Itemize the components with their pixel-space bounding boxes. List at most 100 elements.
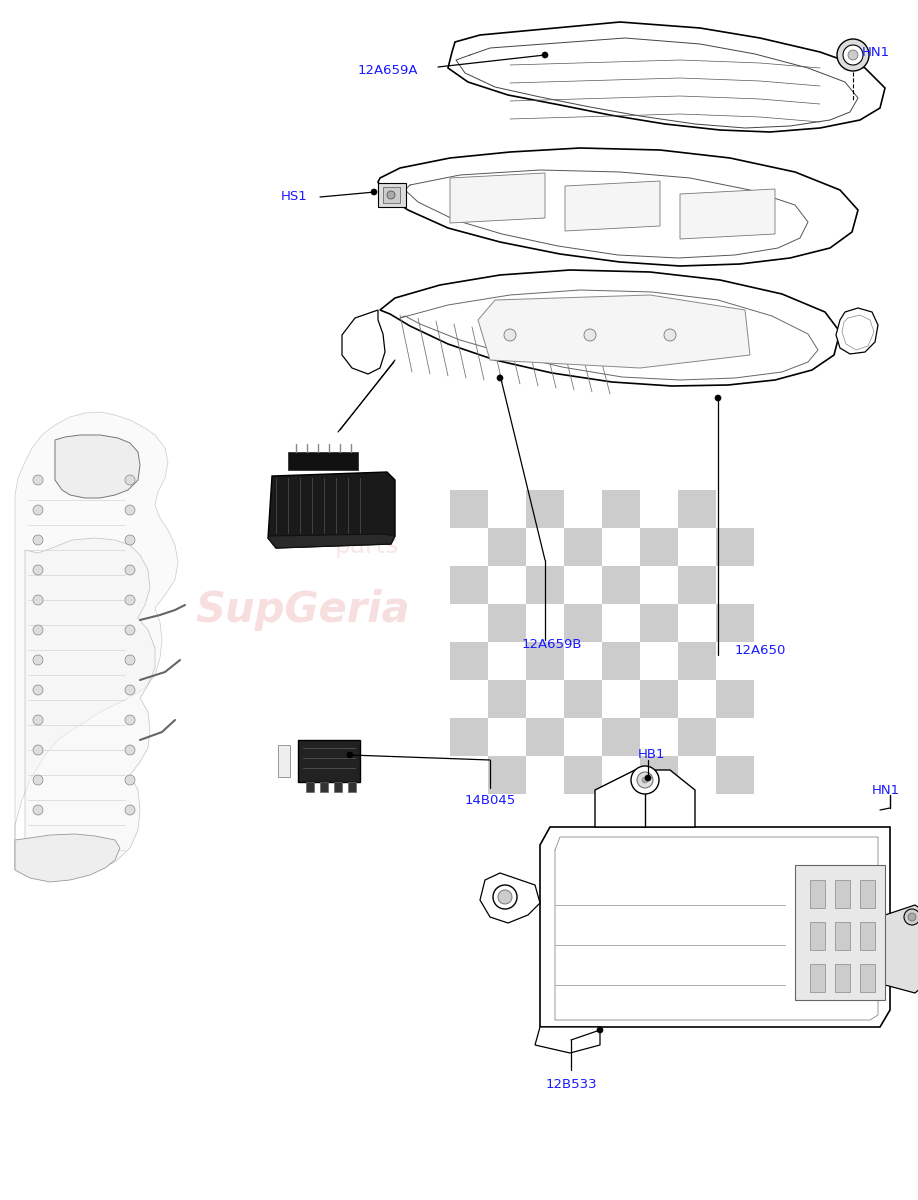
Polygon shape xyxy=(885,905,918,994)
Bar xyxy=(602,490,640,528)
Bar xyxy=(602,718,640,756)
Circle shape xyxy=(504,329,516,341)
Bar xyxy=(640,528,678,566)
Bar xyxy=(678,642,716,680)
Polygon shape xyxy=(448,22,885,132)
Circle shape xyxy=(33,715,43,725)
Circle shape xyxy=(904,910,918,925)
Text: HB1: HB1 xyxy=(638,749,666,762)
Polygon shape xyxy=(298,740,360,782)
Text: SupGeria: SupGeria xyxy=(196,588,410,631)
Polygon shape xyxy=(25,538,155,872)
Polygon shape xyxy=(450,173,545,223)
Polygon shape xyxy=(860,964,875,992)
Text: HS1: HS1 xyxy=(281,191,308,204)
Polygon shape xyxy=(278,745,290,778)
Polygon shape xyxy=(835,964,850,992)
Circle shape xyxy=(637,772,653,788)
Bar xyxy=(602,642,640,680)
Bar xyxy=(640,756,678,794)
Polygon shape xyxy=(348,782,356,792)
Bar xyxy=(602,566,640,604)
Circle shape xyxy=(33,775,43,785)
Circle shape xyxy=(715,395,721,401)
Bar xyxy=(716,528,754,566)
Bar xyxy=(450,642,488,680)
Polygon shape xyxy=(595,770,695,827)
Bar xyxy=(716,756,754,794)
Polygon shape xyxy=(55,434,140,498)
Polygon shape xyxy=(795,865,885,1000)
Circle shape xyxy=(908,913,916,922)
Polygon shape xyxy=(535,1027,600,1054)
Circle shape xyxy=(584,329,596,341)
Bar xyxy=(564,756,602,794)
Bar xyxy=(716,680,754,718)
Polygon shape xyxy=(540,827,890,1027)
Polygon shape xyxy=(378,148,858,266)
Circle shape xyxy=(33,625,43,635)
Text: 12A659B: 12A659B xyxy=(522,638,583,652)
Circle shape xyxy=(125,625,135,635)
Circle shape xyxy=(33,745,43,755)
Bar xyxy=(526,718,564,756)
Circle shape xyxy=(125,475,135,485)
Text: 12A650: 12A650 xyxy=(735,643,787,656)
Polygon shape xyxy=(565,181,660,230)
Circle shape xyxy=(848,50,858,60)
Circle shape xyxy=(125,745,135,755)
Bar xyxy=(678,490,716,528)
Bar xyxy=(450,490,488,528)
Circle shape xyxy=(497,374,503,382)
Polygon shape xyxy=(342,310,385,374)
Bar xyxy=(488,680,526,718)
Polygon shape xyxy=(860,922,875,950)
Bar xyxy=(450,566,488,604)
Text: parts: parts xyxy=(335,534,399,558)
Bar xyxy=(640,680,678,718)
Polygon shape xyxy=(478,295,750,368)
Bar xyxy=(678,718,716,756)
Polygon shape xyxy=(306,782,314,792)
Circle shape xyxy=(498,890,512,904)
Circle shape xyxy=(125,565,135,575)
Bar xyxy=(526,642,564,680)
Circle shape xyxy=(125,535,135,545)
Polygon shape xyxy=(268,534,395,548)
Bar xyxy=(488,528,526,566)
Circle shape xyxy=(125,775,135,785)
Bar xyxy=(450,718,488,756)
Polygon shape xyxy=(836,308,878,354)
Polygon shape xyxy=(835,922,850,950)
Circle shape xyxy=(493,886,517,910)
Bar xyxy=(526,566,564,604)
Polygon shape xyxy=(378,182,406,206)
Polygon shape xyxy=(680,188,775,239)
Circle shape xyxy=(33,655,43,665)
Bar xyxy=(564,528,602,566)
Bar xyxy=(526,490,564,528)
Polygon shape xyxy=(320,782,328,792)
Circle shape xyxy=(837,38,869,71)
Bar xyxy=(564,680,602,718)
Text: HN1: HN1 xyxy=(862,46,890,59)
Bar xyxy=(678,566,716,604)
Circle shape xyxy=(33,505,43,515)
Polygon shape xyxy=(835,880,850,908)
Text: 12B533: 12B533 xyxy=(545,1079,597,1092)
Circle shape xyxy=(125,805,135,815)
Circle shape xyxy=(33,595,43,605)
Polygon shape xyxy=(268,472,395,548)
Bar xyxy=(640,604,678,642)
Circle shape xyxy=(542,52,548,58)
Circle shape xyxy=(125,595,135,605)
Polygon shape xyxy=(860,880,875,908)
Circle shape xyxy=(642,778,648,782)
Polygon shape xyxy=(383,187,400,203)
Circle shape xyxy=(597,1027,603,1033)
Text: 12A659A: 12A659A xyxy=(357,64,418,77)
Polygon shape xyxy=(810,922,825,950)
Polygon shape xyxy=(810,964,825,992)
Circle shape xyxy=(33,565,43,575)
Circle shape xyxy=(843,44,863,65)
